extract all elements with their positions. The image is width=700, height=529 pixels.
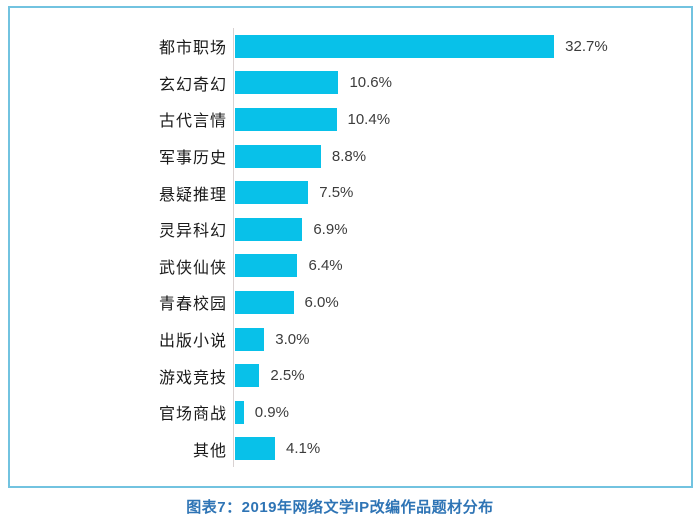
bar-track: 7.5%: [233, 174, 691, 211]
bar-track: 6.4%: [233, 247, 691, 285]
value-label: 6.0%: [304, 293, 339, 311]
bar-track: 10.4%: [233, 101, 691, 138]
chart-caption: 图表7：2019年网络文学IP改编作品题材分布: [186, 499, 494, 516]
bar-row: 灵异科幻 6.9%: [10, 210, 691, 248]
value-label: 6.9%: [313, 220, 348, 238]
value-label: 7.5%: [319, 184, 354, 202]
category-label: 青春校园: [158, 296, 227, 314]
bar-track: 2.5%: [233, 357, 691, 394]
bar: [235, 327, 265, 351]
bar: [235, 144, 321, 168]
bar: [235, 364, 260, 388]
bar: [235, 400, 244, 424]
value-label: 10.6%: [349, 74, 392, 92]
bar-track: 10.6%: [233, 64, 691, 102]
bar-row: 游戏竞技 2.5%: [10, 357, 691, 394]
bar-track: 6.0%: [233, 284, 691, 321]
bar: [235, 290, 294, 314]
bar-row: 古代言情 10.4%: [10, 101, 691, 138]
bar: [235, 217, 303, 241]
bar-track: 32.7%: [233, 28, 691, 65]
category-label: 官场商战: [158, 406, 227, 424]
bar-row: 官场商战 0.9%: [10, 393, 691, 431]
bar-track: 8.8%: [233, 137, 691, 175]
bar: [235, 107, 337, 131]
value-label: 6.4%: [308, 257, 343, 275]
bar-track: 4.1%: [233, 430, 691, 468]
category-label: 军事历史: [158, 150, 227, 168]
category-label: 悬疑推理: [158, 186, 227, 204]
bar: [235, 71, 339, 95]
bar: [235, 437, 276, 461]
bar-row: 悬疑推理 7.5%: [10, 174, 691, 211]
value-label: 3.0%: [275, 330, 310, 348]
category-label: 其他: [192, 442, 227, 460]
bar-row: 军事历史 8.8%: [10, 137, 691, 175]
bar-track: 6.9%: [233, 210, 691, 248]
bar-row: 青春校园 6.0%: [10, 284, 691, 321]
value-label: 32.7%: [565, 37, 608, 55]
bar-row: 玄幻奇幻 10.6%: [10, 64, 691, 102]
category-label: 古代言情: [158, 113, 227, 131]
value-label: 4.1%: [286, 440, 321, 458]
bar: [235, 254, 298, 278]
category-label: 玄幻奇幻: [158, 76, 227, 94]
bar-row: 出版小说 3.0%: [10, 320, 691, 358]
bar-row: 武侠仙侠 6.4%: [10, 247, 691, 285]
category-label: 武侠仙侠: [158, 259, 227, 277]
bar-track: 0.9%: [233, 393, 691, 431]
bar-chart: 都市职场 32.7% 玄幻奇幻 10.6% 古代言情 10.4% 军事历史 8.…: [10, 28, 691, 468]
chart-frame: 都市职场 32.7% 玄幻奇幻 10.6% 古代言情 10.4% 军事历史 8.…: [8, 6, 693, 488]
category-label: 都市职场: [158, 40, 227, 58]
bar: [235, 181, 309, 205]
value-label: 10.4%: [347, 110, 391, 128]
bar-track: 3.0%: [233, 320, 691, 358]
category-label: 灵异科幻: [158, 223, 227, 241]
category-label: 出版小说: [158, 333, 227, 351]
value-label: 0.9%: [254, 403, 289, 421]
bar: [235, 34, 555, 58]
bar-row: 其他 4.1%: [10, 430, 691, 468]
bar-row: 都市职场 32.7%: [10, 28, 691, 65]
value-label: 8.8%: [331, 147, 367, 165]
category-label: 游戏竞技: [158, 369, 227, 387]
value-label: 2.5%: [270, 367, 305, 385]
